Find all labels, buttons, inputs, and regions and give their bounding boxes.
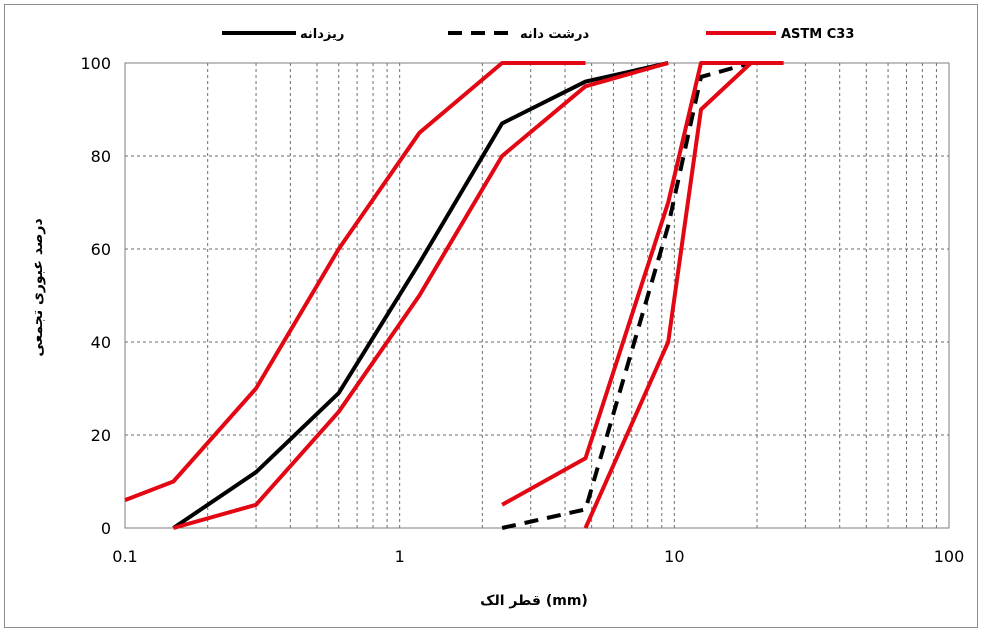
y-tick-label: 60 xyxy=(91,240,111,259)
y-axis-title: درصد عبوری تجمعی xyxy=(30,218,46,356)
series-line-astm-c33 xyxy=(501,61,751,507)
legend-label: ASTM C33 xyxy=(781,27,854,42)
series-line-fine-aggregate xyxy=(172,61,669,530)
x-tick-label: 0.1 xyxy=(112,547,137,566)
series-group xyxy=(124,61,784,530)
plot-area xyxy=(125,63,949,528)
y-tick-label: 40 xyxy=(91,333,111,352)
series-line-coarse-aggregate xyxy=(501,61,784,530)
legend-label: ریزدانه xyxy=(300,27,344,42)
series-line-astm-c33 xyxy=(172,61,669,530)
y-tick-label: 80 xyxy=(91,147,111,166)
x-tick-label: 100 xyxy=(934,547,965,566)
y-tick-label: 100 xyxy=(80,54,111,73)
series-line-astm-c33 xyxy=(583,61,784,529)
y-tick-label: 0 xyxy=(101,519,111,538)
x-axis-title: قطر الک (mm) xyxy=(480,593,588,609)
x-tick-label: 10 xyxy=(664,547,684,566)
legend-label: درشت دانه xyxy=(520,27,589,42)
y-tick-label: 20 xyxy=(91,426,111,445)
x-tick-label: 1 xyxy=(395,547,405,566)
series-line-astm-c33 xyxy=(124,61,586,502)
legend: ریزدانه درشت دانه ASTM C33 xyxy=(222,27,854,42)
